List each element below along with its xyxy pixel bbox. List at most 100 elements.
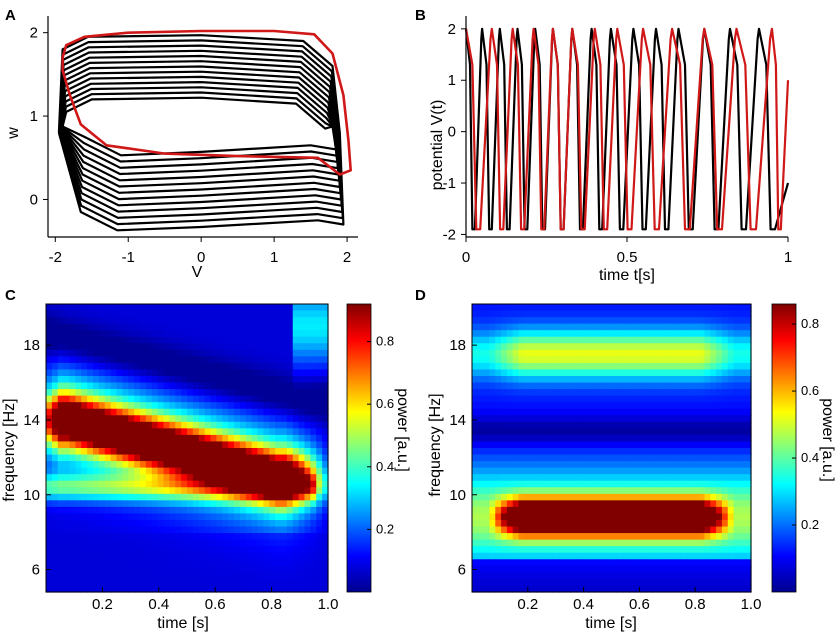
heatmap-cell bbox=[640, 349, 647, 357]
heatmap-cell bbox=[570, 343, 578, 351]
heatmap-cell bbox=[663, 493, 671, 501]
heatmap-cell bbox=[187, 323, 194, 331]
heatmap-cell bbox=[669, 317, 677, 325]
heatmap-cell bbox=[501, 428, 508, 436]
heatmap-cell bbox=[46, 349, 53, 357]
heatmap-cell bbox=[204, 356, 212, 364]
heatmap-cell bbox=[611, 349, 618, 357]
heatmap-cell bbox=[669, 304, 677, 312]
heatmap-cell bbox=[501, 454, 508, 462]
heatmap-cell bbox=[151, 559, 159, 567]
heatmap-cell bbox=[547, 343, 554, 351]
heatmap-cell bbox=[239, 480, 247, 488]
heatmap-cell bbox=[46, 572, 53, 580]
heatmap-cell bbox=[257, 356, 264, 364]
heatmap-cell bbox=[169, 382, 176, 390]
heatmap-cell bbox=[605, 356, 613, 364]
heatmap-cell bbox=[251, 520, 259, 528]
heatmap-cell bbox=[669, 565, 677, 573]
heatmap-cell bbox=[716, 376, 723, 384]
heatmap-cell bbox=[116, 441, 123, 449]
heatmap-cell bbox=[128, 565, 135, 573]
heatmap-cell bbox=[93, 461, 100, 469]
heatmap-cell bbox=[692, 500, 700, 508]
heatmap-cell bbox=[570, 448, 578, 456]
heatmap-cell bbox=[582, 356, 589, 364]
heatmap-cell bbox=[588, 493, 595, 501]
heatmap-cell bbox=[605, 343, 613, 351]
heatmap-cell bbox=[151, 362, 159, 371]
heatmap-cell bbox=[547, 546, 554, 554]
heatmap-cell bbox=[739, 506, 746, 515]
heatmap-cell bbox=[87, 461, 94, 469]
heatmap-cell bbox=[518, 539, 525, 547]
heatmap-cell bbox=[175, 448, 182, 456]
panel-a-x-tick-label: -2 bbox=[49, 249, 62, 266]
heatmap-cell bbox=[216, 421, 223, 429]
heatmap-cell bbox=[245, 395, 253, 403]
heatmap-cell bbox=[506, 356, 514, 364]
heatmap-cell bbox=[140, 382, 147, 390]
heatmap-cell bbox=[46, 506, 53, 515]
heatmap-cell bbox=[140, 349, 147, 357]
heatmap-cell bbox=[535, 559, 543, 567]
heatmap-cell bbox=[128, 461, 135, 469]
heatmap-cell bbox=[675, 559, 682, 567]
heatmap-cell bbox=[599, 421, 607, 429]
heatmap-cell bbox=[245, 415, 253, 423]
heatmap-cell bbox=[322, 356, 329, 364]
heatmap-cell bbox=[222, 552, 229, 560]
heatmap-cell bbox=[134, 487, 141, 495]
heatmap-cell bbox=[675, 578, 682, 587]
heatmap-cell bbox=[669, 408, 677, 416]
heatmap-cell bbox=[228, 336, 235, 344]
heatmap-cell bbox=[134, 552, 141, 560]
heatmap-cell bbox=[234, 500, 241, 508]
heatmap-cell bbox=[681, 310, 688, 318]
heatmap-cell bbox=[57, 434, 65, 443]
heatmap-cell bbox=[634, 356, 642, 364]
heatmap-cell bbox=[495, 382, 502, 390]
heatmap-cell bbox=[75, 428, 82, 436]
heatmap-cell bbox=[222, 395, 229, 403]
heatmap-cell bbox=[192, 402, 200, 410]
heatmap-cell bbox=[187, 382, 194, 390]
heatmap-cell bbox=[140, 421, 147, 429]
heatmap-cell bbox=[134, 362, 141, 371]
heatmap-cell bbox=[116, 389, 123, 397]
heatmap-cell bbox=[87, 317, 94, 325]
heatmap-cell bbox=[524, 578, 531, 587]
heatmap-cell bbox=[286, 441, 294, 449]
heatmap-cell bbox=[210, 506, 217, 515]
heatmap-cell bbox=[704, 421, 711, 429]
heatmap-cell bbox=[727, 454, 735, 462]
heatmap-cell bbox=[322, 474, 329, 482]
heatmap-cell bbox=[57, 343, 65, 351]
heatmap-cell bbox=[281, 349, 288, 357]
heatmap-cell bbox=[134, 559, 141, 567]
heatmap-cell bbox=[512, 487, 520, 495]
heatmap-cell bbox=[110, 395, 118, 403]
heatmap-cell bbox=[281, 474, 288, 482]
heatmap-cell bbox=[187, 572, 194, 580]
heatmap-cell bbox=[623, 415, 630, 423]
heatmap-cell bbox=[518, 415, 525, 423]
heatmap-cell bbox=[251, 382, 259, 390]
heatmap-cell bbox=[495, 376, 502, 384]
heatmap-cell bbox=[716, 506, 723, 515]
heatmap-cell bbox=[687, 441, 694, 449]
heatmap-cell bbox=[739, 434, 746, 443]
heatmap-cell bbox=[63, 428, 71, 436]
heatmap-cell bbox=[239, 330, 247, 338]
heatmap-cell bbox=[98, 343, 106, 351]
heatmap-cell bbox=[46, 402, 53, 410]
heatmap-cell bbox=[739, 428, 746, 436]
heatmap-cell bbox=[98, 376, 106, 384]
heatmap-cell bbox=[292, 421, 300, 429]
heatmap-cell bbox=[157, 526, 165, 534]
heatmap-cell bbox=[576, 389, 584, 397]
heatmap-cell bbox=[128, 454, 135, 462]
heatmap-cell bbox=[669, 415, 677, 423]
heatmap-cell bbox=[245, 389, 253, 397]
heatmap-cell bbox=[570, 428, 578, 436]
